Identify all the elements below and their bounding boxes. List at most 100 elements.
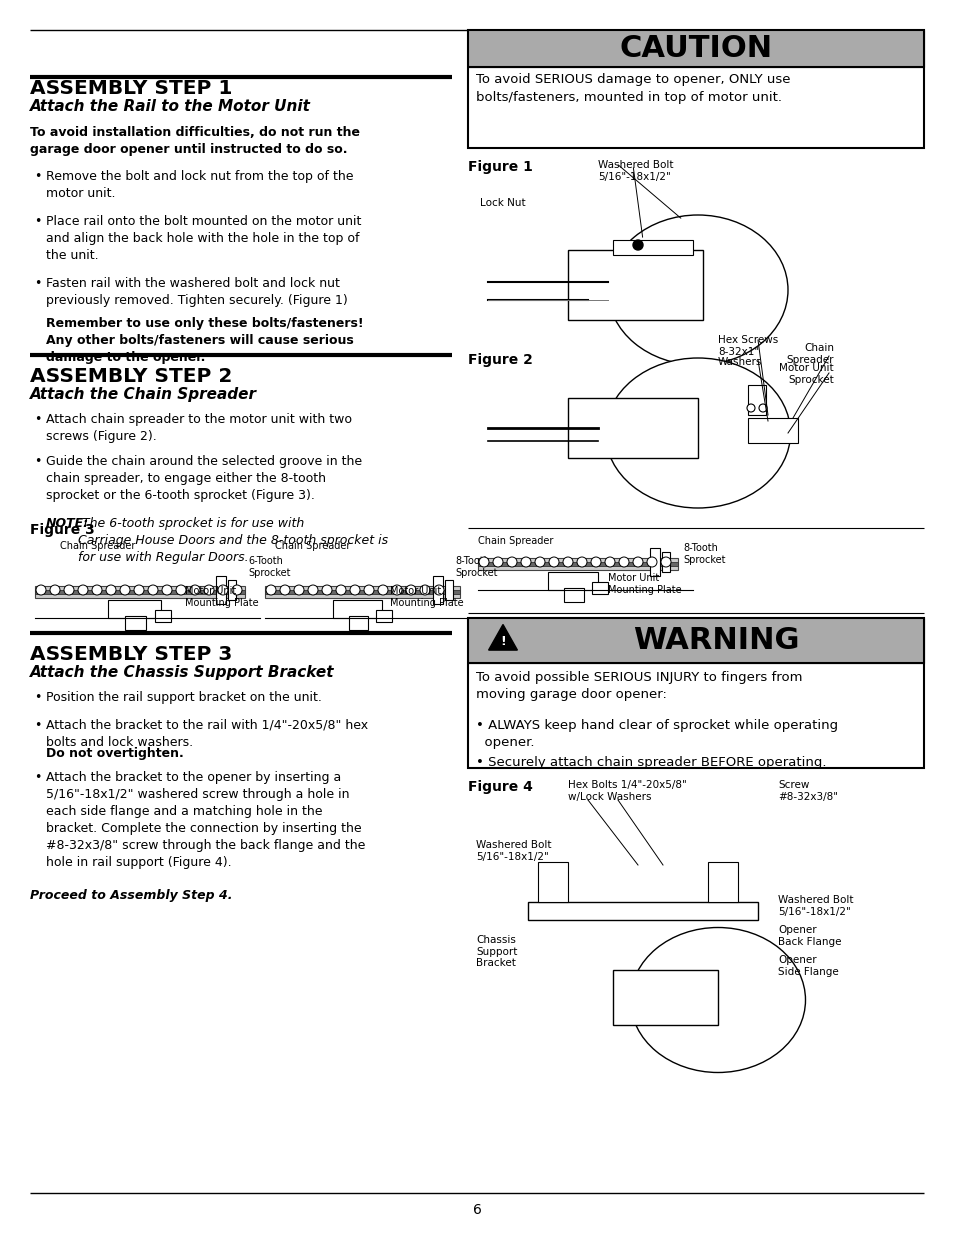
Text: Motor Unit
Mounting Plate: Motor Unit Mounting Plate [390, 585, 463, 608]
Text: ASSEMBLY STEP 3: ASSEMBLY STEP 3 [30, 645, 233, 664]
Text: 6: 6 [472, 1203, 481, 1216]
Circle shape [190, 585, 200, 595]
Text: Place rail onto the bolt mounted on the motor unit
and align the back hole with : Place rail onto the bolt mounted on the … [46, 215, 361, 262]
Bar [477, 562, 678, 566]
Circle shape [478, 557, 489, 567]
Text: Attach the Chain Spreader: Attach the Chain Spreader [30, 387, 256, 403]
Text: ASSEMBLY STEP 1: ASSEMBLY STEP 1 [30, 79, 233, 98]
Circle shape [548, 557, 558, 567]
Text: Figure 3: Figure 3 [30, 522, 94, 537]
Text: 8-Tooth
Sprocket: 8-Tooth Sprocket [455, 556, 497, 578]
Text: Lock Nut: Lock Nut [479, 198, 525, 207]
Text: Attach the bracket to the rail with 1/4"-20x5/8" hex
bolts and lock washers.: Attach the bracket to the rail with 1/4"… [46, 719, 368, 748]
Text: •: • [34, 771, 41, 784]
Text: Fasten rail with the washered bolt and lock nut
previously removed. Tighten secu: Fasten rail with the washered bolt and l… [46, 277, 348, 308]
Text: Opener
Back Flange: Opener Back Flange [778, 925, 841, 946]
Text: Chassis
Support
Bracket: Chassis Support Bracket [476, 935, 517, 968]
Text: Remove the bolt and lock nut from the top of the
motor unit.: Remove the bolt and lock nut from the to… [46, 170, 354, 200]
Circle shape [91, 585, 102, 595]
Bar [228, 580, 235, 600]
Circle shape [78, 585, 88, 595]
Circle shape [218, 585, 228, 595]
Bar [707, 862, 738, 902]
Bar [592, 582, 607, 594]
Circle shape [335, 585, 346, 595]
Bar [444, 580, 452, 600]
Bar [468, 30, 923, 67]
Bar [567, 398, 698, 458]
Bar [613, 969, 718, 1025]
Bar [265, 590, 459, 594]
Text: WARNING: WARNING [632, 626, 799, 655]
Bar [35, 585, 245, 598]
Text: •: • [34, 277, 41, 290]
Bar [432, 576, 442, 604]
Bar [215, 576, 226, 604]
Circle shape [204, 585, 213, 595]
Bar [109, 600, 161, 618]
Circle shape [175, 585, 186, 595]
Circle shape [506, 557, 517, 567]
Circle shape [493, 557, 502, 567]
Circle shape [148, 585, 158, 595]
Circle shape [133, 585, 144, 595]
Ellipse shape [605, 358, 790, 508]
Text: Washered Bolt
5/16"-18x1/2": Washered Bolt 5/16"-18x1/2" [778, 895, 853, 916]
Bar [547, 572, 598, 590]
Circle shape [520, 557, 531, 567]
Circle shape [36, 585, 46, 595]
Circle shape [577, 557, 586, 567]
Circle shape [64, 585, 74, 595]
Text: 6-Tooth
Sprocket: 6-Tooth Sprocket [248, 556, 291, 578]
Circle shape [604, 557, 615, 567]
Text: • Securely attach chain spreader BEFORE operating.: • Securely attach chain spreader BEFORE … [476, 756, 825, 769]
Text: 8-Tooth
Sprocket: 8-Tooth Sprocket [682, 543, 724, 564]
Text: To avoid possible SERIOUS INJURY to fingers from
moving garage door opener:: To avoid possible SERIOUS INJURY to fing… [476, 671, 801, 701]
Bar [661, 552, 669, 572]
Text: Chain
Spreader: Chain Spreader [785, 343, 833, 364]
Text: Attach the Rail to the Motor Unit: Attach the Rail to the Motor Unit [30, 99, 311, 114]
Text: Hex Bolts 1/4"-20x5/8"
w/Lock Washers: Hex Bolts 1/4"-20x5/8" w/Lock Washers [567, 781, 686, 802]
Circle shape [50, 585, 60, 595]
Text: Motor Unit
Sprocket: Motor Unit Sprocket [779, 363, 833, 384]
Ellipse shape [607, 215, 787, 366]
Circle shape [364, 585, 374, 595]
Bar [649, 548, 659, 576]
Circle shape [746, 404, 754, 412]
Text: To avoid SERIOUS damage to opener, ONLY use
bolts/fasteners, mounted in top of m: To avoid SERIOUS damage to opener, ONLY … [476, 73, 790, 104]
Bar [537, 862, 567, 902]
Text: •: • [34, 170, 41, 183]
Polygon shape [488, 625, 517, 650]
Circle shape [434, 585, 443, 595]
Circle shape [162, 585, 172, 595]
Circle shape [266, 585, 275, 595]
Text: Attach the bracket to the opener by inserting a
5/16"-18x1/2" washered screw thr: Attach the bracket to the opener by inse… [46, 771, 365, 869]
Circle shape [535, 557, 544, 567]
Circle shape [562, 557, 573, 567]
Text: Figure 4: Figure 4 [468, 781, 533, 794]
Text: Proceed to Assembly Step 4.: Proceed to Assembly Step 4. [30, 889, 233, 902]
Text: Guide the chain around the selected groove in the
chain spreader, to engage eith: Guide the chain around the selected groo… [46, 454, 362, 501]
Text: ASSEMBLY STEP 2: ASSEMBLY STEP 2 [30, 367, 233, 387]
Text: Motor Unit
Mounting Plate: Motor Unit Mounting Plate [607, 573, 680, 594]
Text: NOTE:: NOTE: [46, 517, 89, 530]
Text: Hex Screws
8-32x1": Hex Screws 8-32x1" [718, 335, 778, 357]
Bar [563, 588, 583, 601]
Circle shape [633, 557, 642, 567]
Circle shape [759, 404, 766, 412]
Circle shape [280, 585, 290, 595]
Text: Chain Spreader: Chain Spreader [477, 536, 553, 546]
Bar [333, 600, 381, 618]
Text: Washered Bolt
5/16"-18x1/2": Washered Bolt 5/16"-18x1/2" [476, 840, 551, 862]
Bar [527, 902, 758, 920]
Text: •: • [34, 412, 41, 426]
Text: The 6-tooth sprocket is for use with
Carriage House Doors and the 8-tooth sprock: The 6-tooth sprocket is for use with Car… [78, 517, 388, 564]
Circle shape [618, 557, 628, 567]
Text: •: • [34, 692, 41, 704]
Bar [613, 240, 692, 254]
Circle shape [419, 585, 430, 595]
Circle shape [406, 585, 416, 595]
Circle shape [120, 585, 130, 595]
Circle shape [232, 585, 242, 595]
Bar [349, 616, 368, 630]
